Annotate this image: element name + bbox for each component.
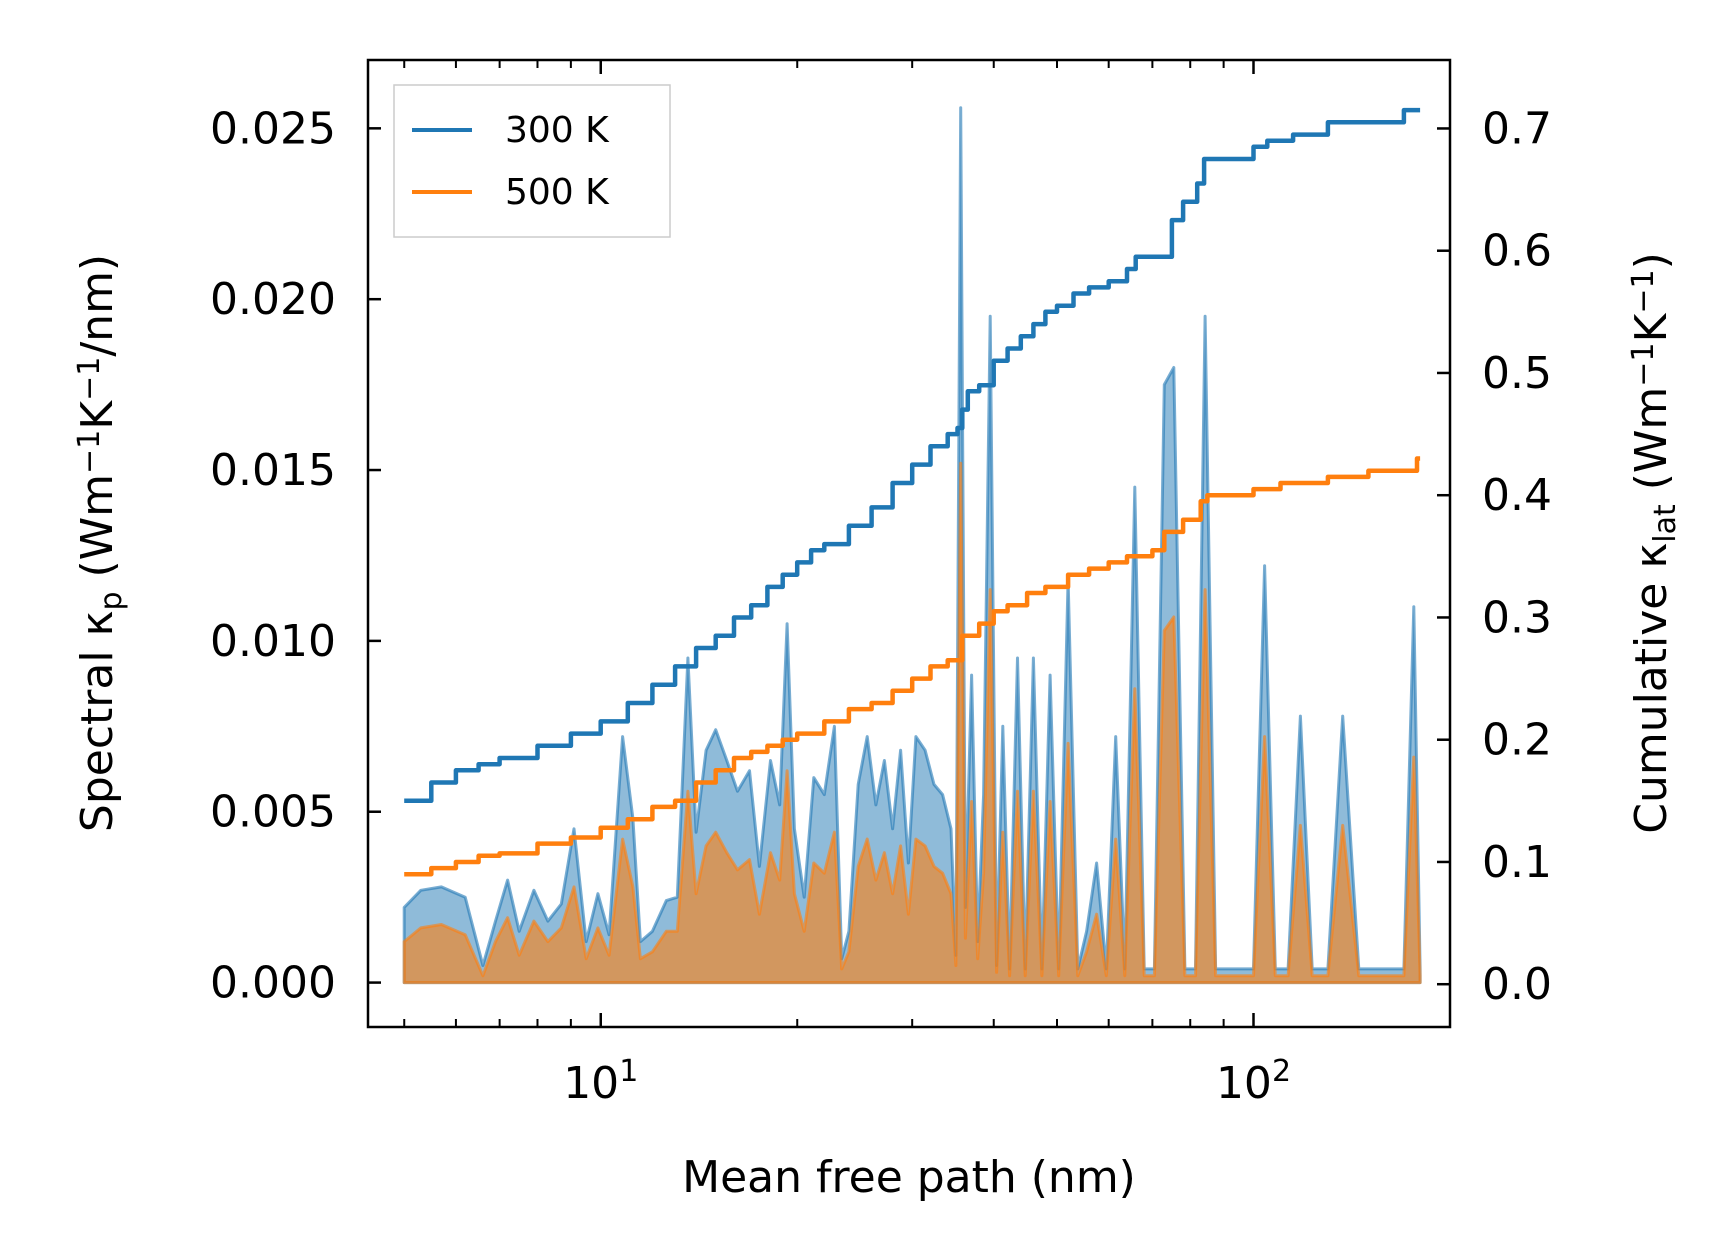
right-tick-label: 0.6 [1482, 226, 1552, 277]
cumulative-line-500k [404, 456, 1421, 877]
spectral-fill-layer [402, 106, 1422, 985]
right-tick-label: 0.4 [1482, 470, 1552, 521]
x-tick-label: 101 [563, 1054, 638, 1110]
right-tick-label: 0.2 [1482, 715, 1552, 766]
legend-label-500k: 500 K [505, 172, 610, 213]
x-axis-title: Mean free path (nm) [682, 1152, 1136, 1203]
left-tick-label: 0.025 [210, 103, 336, 154]
left-axis-title: Spectral κp (Wm−1K−1/nm) [72, 254, 130, 832]
legend-box [393, 84, 671, 238]
right-tick-label: 0.0 [1482, 959, 1552, 1010]
right-tick-label: 0.5 [1482, 348, 1552, 399]
tick-layer: 0.000 0.005 0.010 0.015 0.020 0.025 0.0 0.1 0.2 0… [210, 60, 1552, 1109]
left-tick-label: 0.005 [210, 787, 336, 838]
plot-frame [366, 58, 1452, 1029]
left-tick-label: 0.010 [210, 616, 336, 667]
right-tick-label: 0.3 [1482, 592, 1552, 643]
right-axis-title: Cumulative κlat (Wm−1K−1) [1626, 252, 1684, 834]
left-tick-label: 0.000 [210, 958, 336, 1009]
left-tick-label: 0.015 [210, 445, 336, 496]
right-tick-label: 0.7 [1482, 103, 1552, 154]
legend-label-300k: 300 K [505, 110, 610, 151]
legend: 300 K 500 K [393, 84, 671, 238]
cumulative-line-layer [404, 107, 1421, 877]
cumulative-line-300k [404, 107, 1421, 804]
spectral-area-500k [402, 461, 1422, 985]
left-tick-label: 0.020 [210, 274, 336, 325]
right-tick-label: 0.1 [1482, 837, 1552, 888]
x-tick-label: 102 [1216, 1054, 1291, 1110]
